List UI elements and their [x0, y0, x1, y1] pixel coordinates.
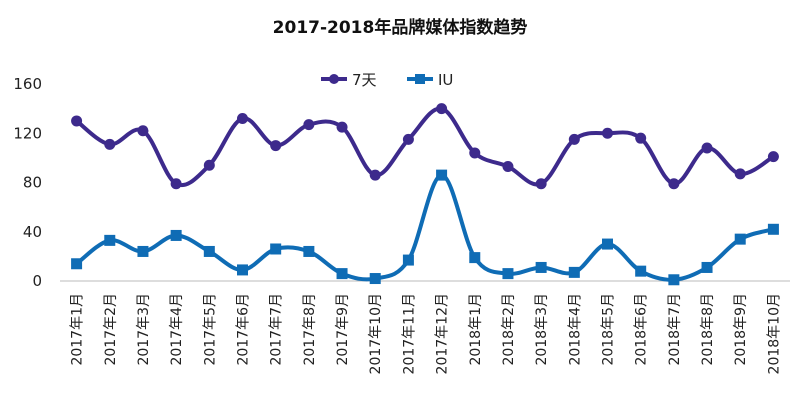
data-point [170, 178, 182, 190]
data-point [701, 142, 713, 154]
data-point [469, 252, 481, 264]
data-point [668, 178, 680, 190]
data-point [535, 178, 547, 190]
x-tick-label: 2018年8月 [700, 293, 716, 366]
series-2 [71, 169, 779, 286]
data-point [336, 268, 348, 280]
data-point [436, 103, 448, 115]
x-tick-label: 2017年5月 [202, 293, 218, 366]
data-point [402, 254, 414, 266]
data-point [369, 273, 381, 285]
data-point [303, 245, 315, 257]
data-point [104, 234, 116, 246]
data-point [71, 115, 83, 127]
data-point [635, 132, 647, 144]
data-point [104, 138, 116, 150]
data-point [668, 274, 680, 286]
series-line-2 [74, 173, 776, 282]
y-tick-label: 40 [23, 223, 42, 241]
legend-marker-series-1 [329, 74, 339, 84]
data-point [71, 258, 83, 270]
y-tick-label: 120 [13, 124, 42, 142]
y-axis: 0 40 80 120 160 [13, 75, 42, 290]
x-tick-label: 2017年3月 [136, 293, 152, 366]
legend-label-series-1: 7天 [352, 71, 377, 89]
legend: 7天 IU [321, 71, 453, 89]
legend-item-series-1: 7天 [321, 71, 377, 89]
data-point [701, 261, 713, 273]
x-tick-label: 2017年9月 [335, 293, 351, 366]
data-point [767, 151, 779, 163]
data-point [535, 261, 547, 273]
x-tick-label: 2017年6月 [236, 293, 252, 366]
data-point [767, 223, 779, 235]
data-point [469, 147, 481, 159]
legend-item-series-2: IU [407, 71, 453, 89]
legend-marker-series-2 [415, 74, 425, 84]
data-point [734, 168, 746, 180]
y-tick-label: 0 [32, 272, 42, 290]
x-tick-label: 2017年1月 [70, 293, 86, 366]
data-point [734, 233, 746, 245]
data-point [336, 121, 348, 133]
x-tick-label: 2017年4月 [169, 293, 185, 366]
y-tick-label: 80 [23, 174, 42, 192]
data-point [203, 245, 215, 257]
data-point [303, 119, 315, 131]
data-point [436, 169, 448, 181]
series-1 [71, 103, 779, 190]
x-tick-label: 2017年11月 [401, 293, 417, 374]
x-tick-label: 2017年8月 [302, 293, 318, 366]
data-point [237, 264, 248, 276]
data-point [568, 133, 580, 145]
x-tick-label: 2017年7月 [269, 293, 285, 366]
data-point [402, 133, 414, 145]
x-tick-label: 2018年4月 [567, 293, 583, 366]
y-tick-label: 160 [13, 75, 42, 93]
x-tick-label: 2017年2月 [103, 293, 119, 366]
data-point [137, 125, 149, 137]
series-line-1 [74, 106, 776, 188]
x-tick-label: 2018年3月 [534, 293, 550, 366]
data-point [369, 169, 381, 181]
x-tick-label: 2018年9月 [733, 293, 749, 366]
chart-title: 2017-2018年品牌媒体指数趋势 [273, 17, 528, 38]
data-point [203, 159, 215, 171]
x-tick-label: 2017年10月 [368, 293, 384, 374]
data-point [270, 243, 282, 255]
x-tick-label: 2018年7月 [667, 293, 683, 366]
x-tick-label: 2018年5月 [601, 293, 617, 366]
data-point [237, 112, 248, 124]
data-point [635, 265, 647, 277]
x-tick-label: 2018年2月 [501, 293, 517, 366]
x-tick-label: 2018年1月 [468, 293, 484, 366]
data-point [270, 140, 282, 152]
x-axis: 2017年1月 2017年2月 2017年3月 2017年4月 2017年5月 2017年… [70, 293, 783, 374]
series-layer [71, 103, 779, 286]
data-point [568, 266, 580, 278]
data-point [502, 268, 514, 280]
data-point [170, 229, 182, 241]
data-point [602, 127, 613, 139]
x-tick-label: 2018年6月 [634, 293, 650, 366]
x-tick-label: 2017年12月 [435, 293, 451, 374]
x-tick-label: 2018年10月 [766, 293, 782, 374]
data-point [502, 160, 514, 172]
data-point [602, 238, 613, 250]
legend-label-series-2: IU [438, 71, 453, 89]
data-point [137, 245, 149, 257]
